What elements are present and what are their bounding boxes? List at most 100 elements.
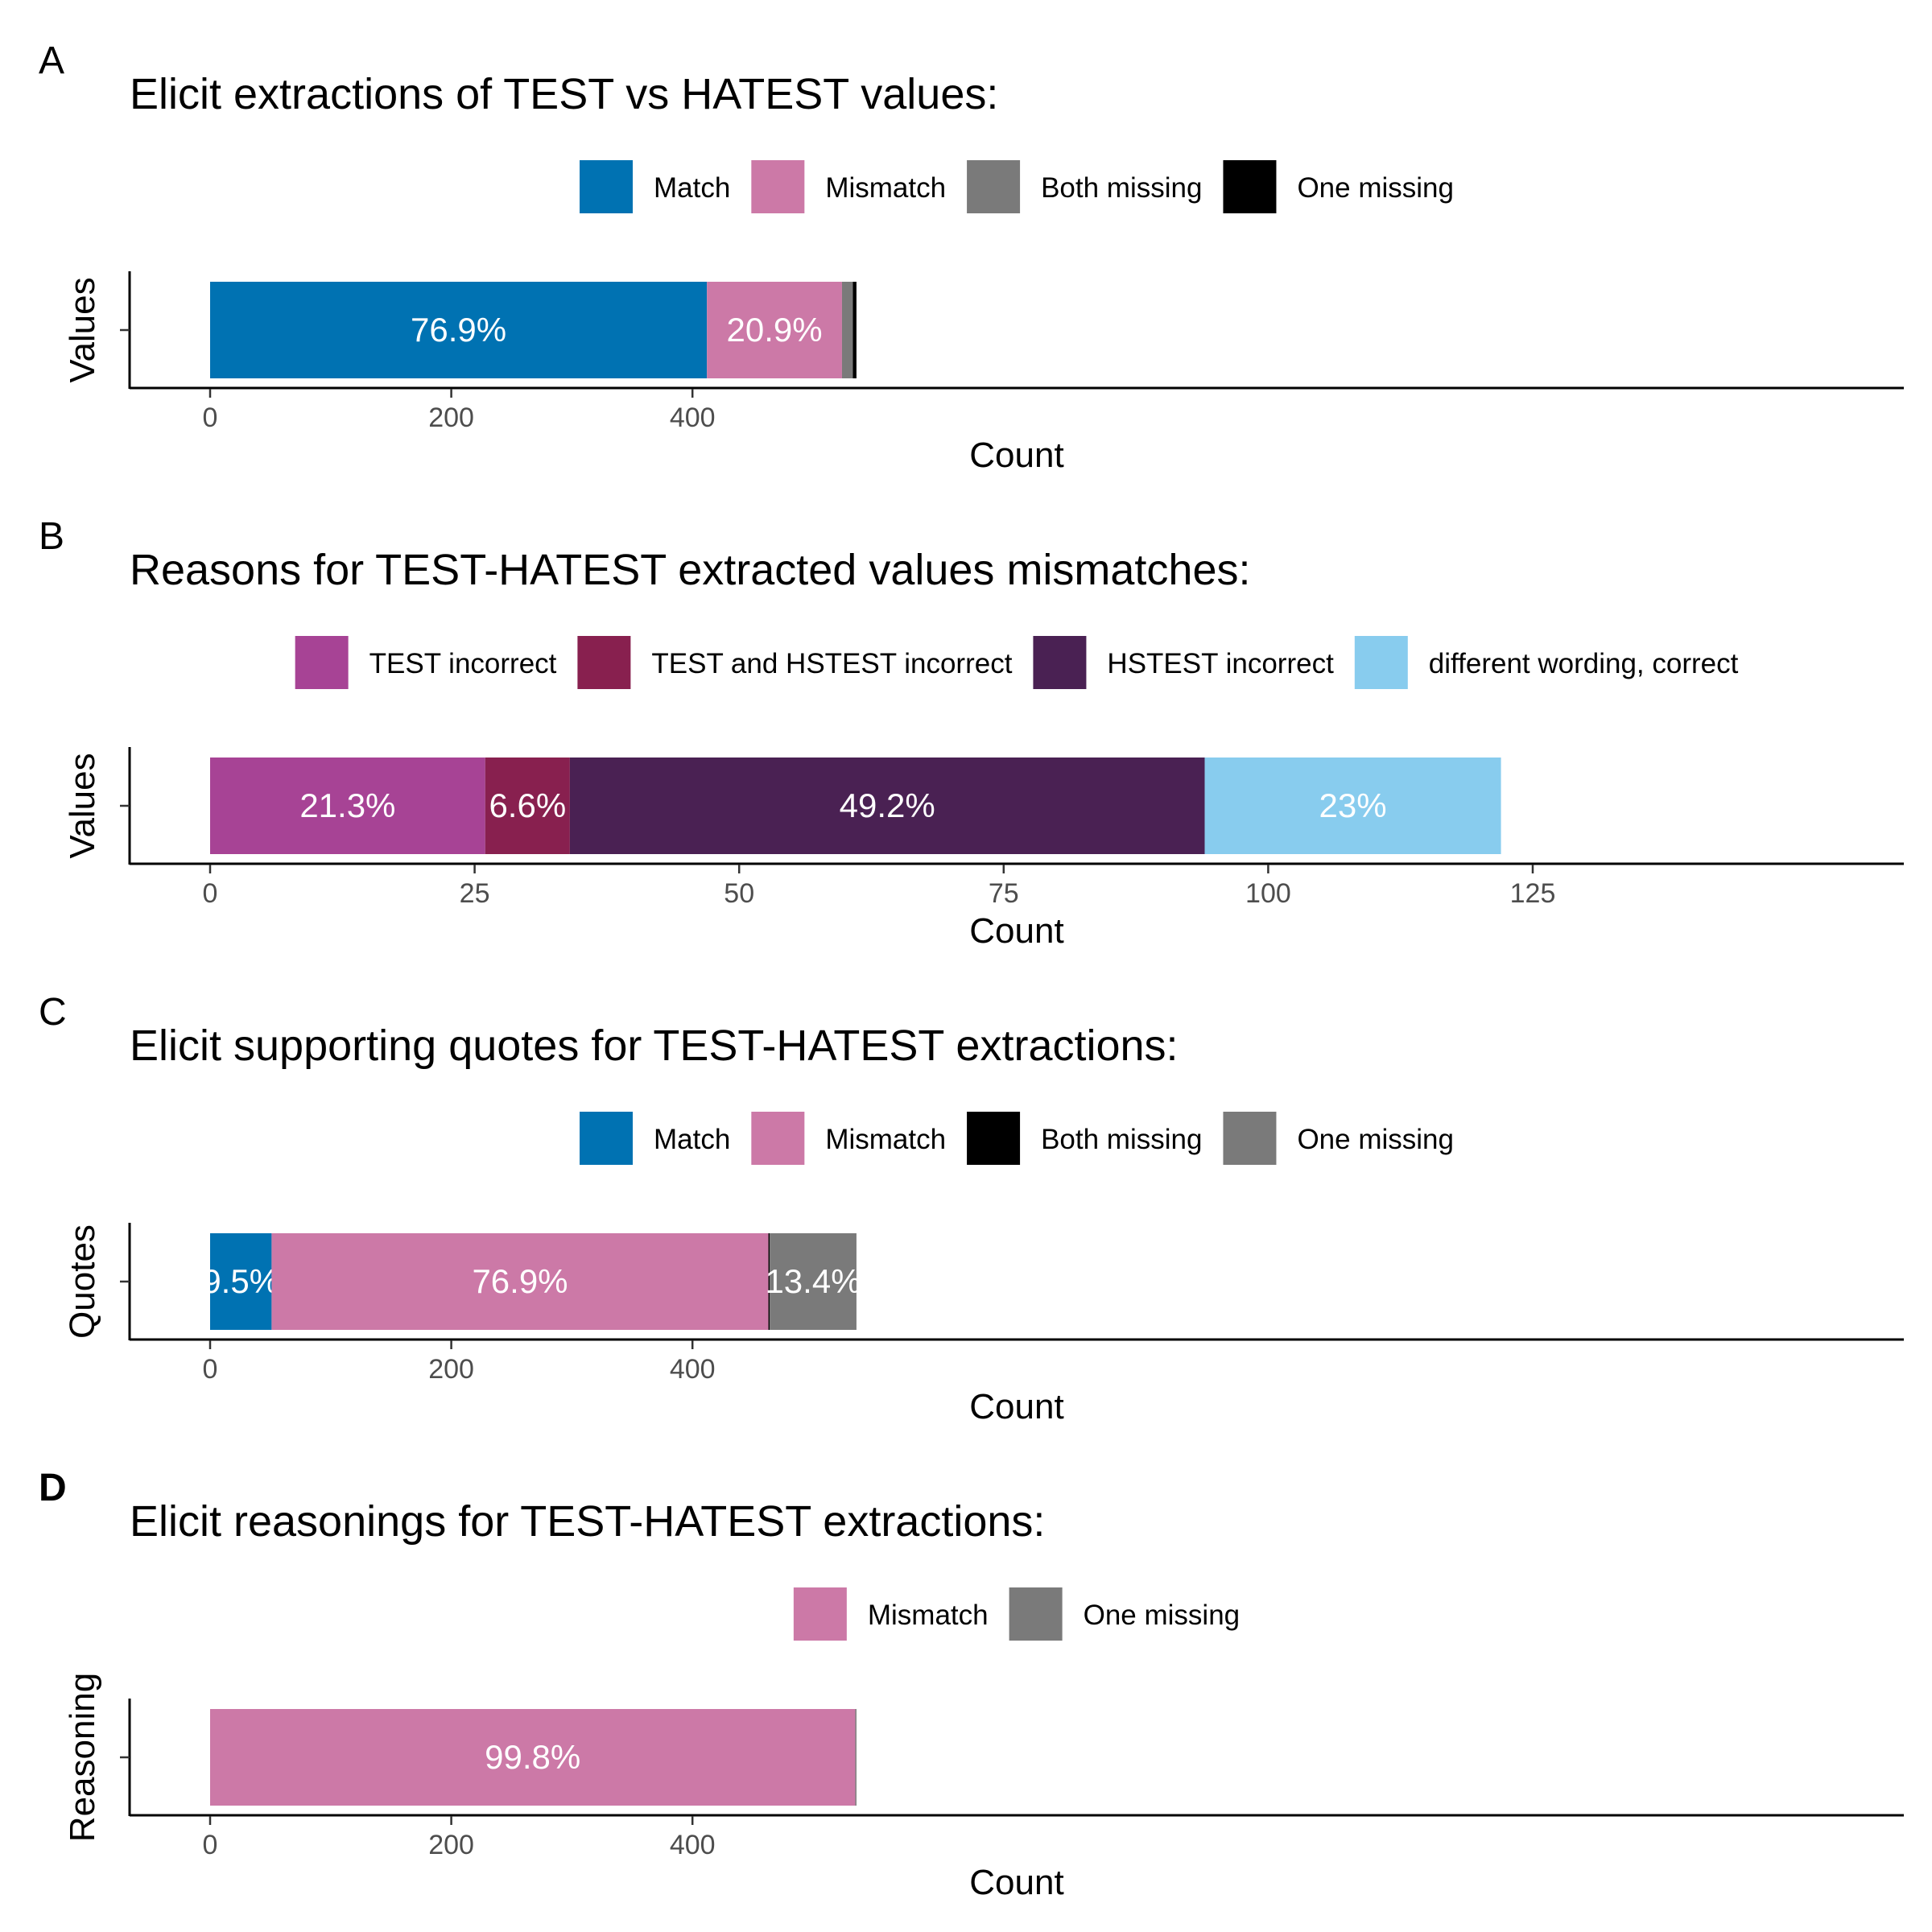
legend-label: Mismatch: [868, 1600, 989, 1631]
legend-label: One missing: [1297, 172, 1454, 204]
bar-segment-both-missing: [768, 1233, 770, 1330]
bar-label: 6.6%: [489, 786, 566, 824]
chart-title: Elicit extractions of TEST vs HATEST val…: [130, 70, 998, 118]
legend: Mismatch One missing: [793, 1587, 1241, 1641]
x-axis-label: Count: [969, 1863, 1063, 1902]
chart-title: Elicit reasonings for TEST-HATEST extrac…: [130, 1497, 1045, 1546]
legend-swatch: [751, 1112, 805, 1165]
x-tick-label: 400: [670, 1354, 716, 1385]
x-axis-label: Count: [969, 436, 1063, 475]
bar-segment-both-missing: [841, 282, 853, 378]
legend-swatch: [751, 160, 805, 213]
legend: Match Mismatch Both missing One missing: [580, 160, 1454, 213]
y-axis-label: Reasoning: [63, 1673, 102, 1842]
legend-item: One missing: [1223, 1112, 1454, 1165]
legend-label: Mismatch: [825, 1124, 946, 1155]
x-tick-label: 0: [203, 402, 218, 433]
legend-item: Mismatch: [751, 160, 946, 213]
x-tick-label: 400: [670, 1830, 716, 1860]
legend-item: TEST incorrect: [295, 636, 557, 689]
legend-item: Mismatch: [793, 1587, 989, 1641]
legend-item: Match: [580, 160, 730, 213]
legend-label: Mismatch: [825, 172, 946, 204]
legend-label: Both missing: [1041, 1124, 1202, 1155]
legend-swatch: [295, 636, 349, 689]
legend-label: Both missing: [1041, 172, 1202, 204]
x-tick-label: 0: [203, 1354, 218, 1385]
bar-segment-one-missing: [770, 1233, 857, 1330]
bar-segment-mismatch: [707, 282, 842, 378]
legend-item: TEST and HSTEST incorrect: [577, 636, 1013, 689]
legend-swatch: [1009, 1587, 1063, 1641]
legend-item: Mismatch: [751, 1112, 946, 1165]
bar-segment-hstest-incorrect: [569, 758, 1205, 854]
chart-title: Elicit supporting quotes for TEST-HATEST…: [130, 1022, 1179, 1070]
legend-swatch: [580, 1112, 634, 1165]
legend-label: One missing: [1084, 1600, 1241, 1631]
bar-segment-match: [210, 282, 708, 378]
legend-swatch: [1223, 160, 1277, 213]
x-tick-label: 100: [1245, 878, 1291, 909]
legend-item: Both missing: [967, 160, 1202, 213]
legend-item: Match: [580, 1112, 730, 1165]
bar-stack: 76.9% 20.9%: [210, 282, 857, 378]
panel-b: B Reasons for TEST-HATEST extracted value…: [39, 515, 1904, 951]
legend-item: HSTEST incorrect: [1033, 636, 1334, 689]
legend-label: Match: [654, 1124, 730, 1155]
bar-stack: 99.8%: [210, 1709, 857, 1806]
bar-label: 76.9%: [472, 1262, 568, 1300]
bar-label: 76.9%: [411, 311, 506, 349]
legend-swatch: [967, 160, 1021, 213]
legend-swatch: [967, 1112, 1021, 1165]
y-axis-label: Values: [63, 753, 102, 858]
bar-label: 9.5%: [202, 1262, 279, 1300]
legend-label: Match: [654, 172, 730, 204]
legend-swatch: [1354, 636, 1408, 689]
legend-item: One missing: [1223, 160, 1454, 213]
bar-label: 23%: [1319, 786, 1387, 824]
bar-segment-test-incorrect: [210, 758, 485, 854]
bar-segment-match: [210, 1233, 272, 1330]
panel-d: D Elicit reasonings for TEST-HATEST extra…: [39, 1467, 1904, 1902]
legend-swatch: [1033, 636, 1087, 689]
bar-segment-test-and-hstest-incorrect: [485, 758, 570, 854]
panel-c: C Elicit supporting quotes for TEST-HATES…: [39, 991, 1904, 1426]
x-tick-label: 400: [670, 402, 716, 433]
bar-segment-one-missing: [852, 282, 857, 378]
legend-label: different wording, correct: [1429, 648, 1739, 679]
panel-a: A Elicit extractions of TEST vs HATEST va…: [39, 39, 1904, 475]
bar-stack: 21.3% 6.6% 49.2% 23%: [210, 758, 1501, 854]
panel-tag: D: [39, 1467, 67, 1509]
x-tick-label: 25: [460, 878, 490, 909]
legend-label: TEST and HSTEST incorrect: [651, 648, 1012, 679]
x-axis-label: Count: [969, 1387, 1063, 1426]
legend: Match Mismatch Both missing One missing: [580, 1112, 1454, 1165]
bar-segment-one-missing: [855, 1709, 857, 1806]
legend: TEST incorrect TEST and HSTEST incorrect H…: [295, 636, 1739, 689]
x-tick-label: 200: [428, 1830, 474, 1860]
bar-segment-mismatch: [271, 1233, 769, 1330]
legend-item: different wording, correct: [1354, 636, 1739, 689]
x-tick-label: 200: [428, 402, 474, 433]
y-axis-label: Quotes: [63, 1224, 102, 1339]
bar-label: 99.8%: [485, 1738, 580, 1776]
legend-swatch: [577, 636, 631, 689]
x-tick-label: 0: [203, 1830, 218, 1860]
bar-label: 13.4%: [765, 1262, 861, 1300]
x-tick-label: 200: [428, 1354, 474, 1385]
legend-label: One missing: [1297, 1124, 1454, 1155]
legend-label: HSTEST incorrect: [1107, 648, 1334, 679]
bar-segment-mismatch: [210, 1709, 856, 1806]
x-axis-label: Count: [969, 911, 1063, 951]
x-tick-label: 0: [203, 878, 218, 909]
legend-swatch: [793, 1587, 847, 1641]
y-axis-label: Values: [63, 277, 102, 382]
panel-tag: C: [39, 991, 67, 1034]
bar-label: 21.3%: [299, 786, 395, 824]
bar-label: 49.2%: [840, 786, 935, 824]
x-tick-label: 50: [724, 878, 754, 909]
legend-label: TEST incorrect: [369, 648, 557, 679]
bar-stack: 9.5% 76.9% 13.4%: [202, 1233, 861, 1330]
x-tick-label: 125: [1510, 878, 1556, 909]
